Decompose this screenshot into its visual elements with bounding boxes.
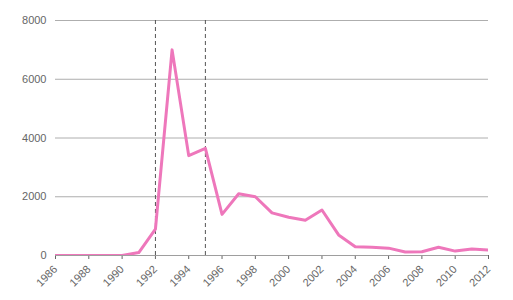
- svg-text:2006: 2006: [367, 263, 393, 289]
- svg-text:2010: 2010: [433, 263, 459, 289]
- svg-text:2008: 2008: [400, 263, 426, 289]
- svg-text:1998: 1998: [233, 263, 259, 289]
- svg-text:2002: 2002: [300, 263, 326, 289]
- svg-text:0: 0: [40, 249, 46, 261]
- svg-text:2012: 2012: [467, 263, 493, 289]
- svg-text:1994: 1994: [167, 263, 193, 289]
- svg-text:1986: 1986: [34, 263, 60, 289]
- svg-text:2004: 2004: [333, 263, 359, 289]
- svg-text:2000: 2000: [22, 190, 46, 202]
- svg-text:1988: 1988: [67, 263, 93, 289]
- svg-text:6000: 6000: [22, 73, 46, 85]
- svg-text:8000: 8000: [22, 14, 46, 26]
- svg-text:1990: 1990: [100, 263, 126, 289]
- svg-text:2000: 2000: [267, 263, 293, 289]
- svg-text:1996: 1996: [200, 263, 226, 289]
- svg-text:1992: 1992: [134, 263, 160, 289]
- svg-text:4000: 4000: [22, 132, 46, 144]
